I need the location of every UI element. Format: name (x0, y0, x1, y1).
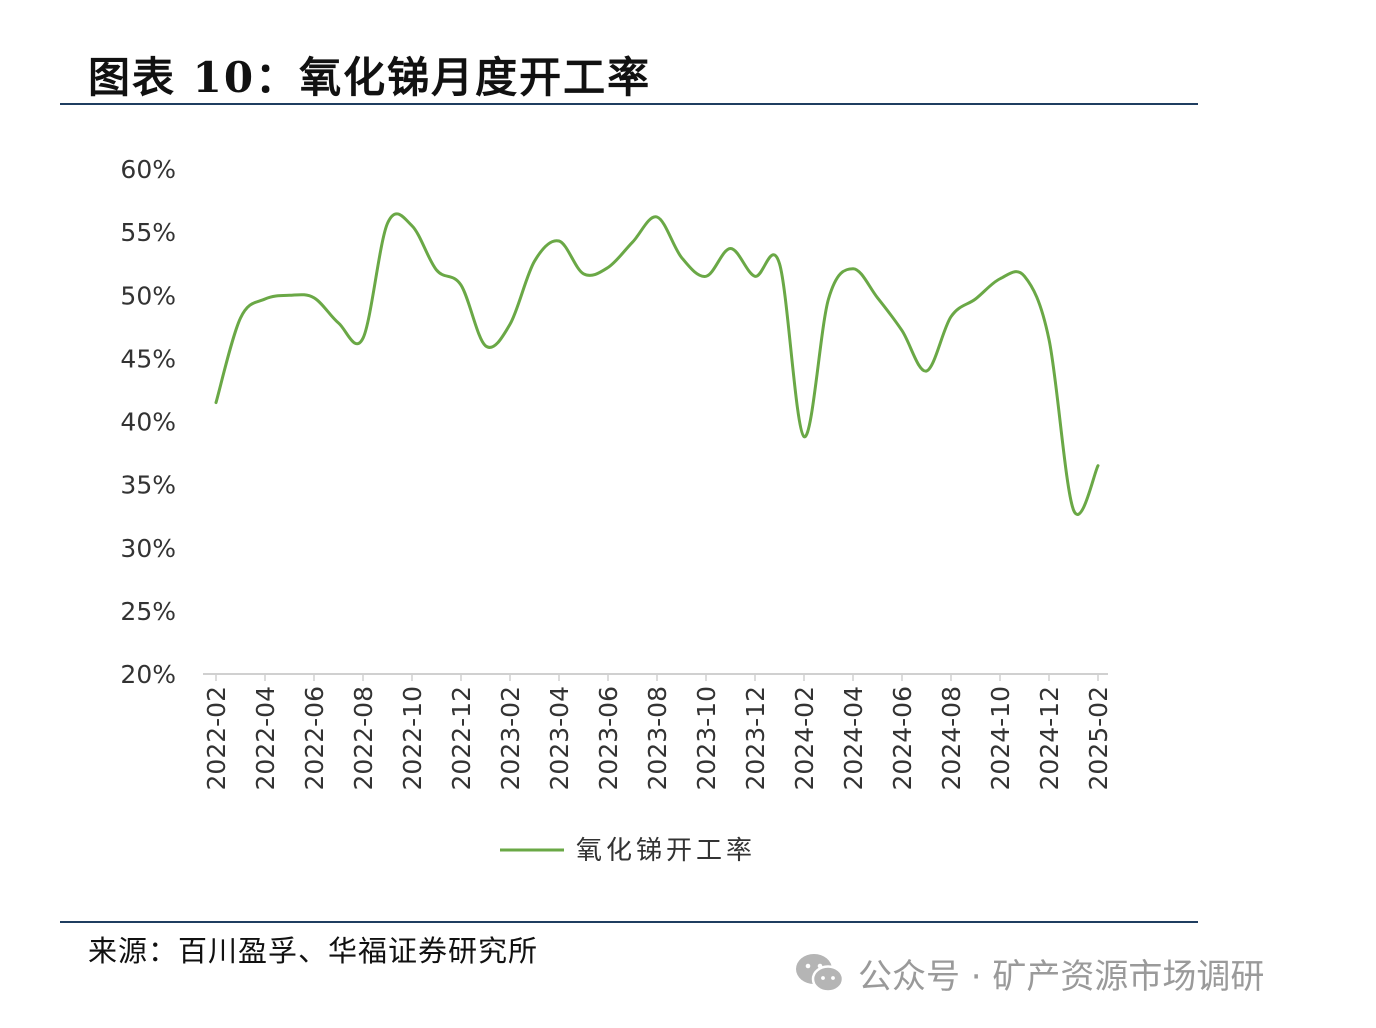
x-tick-label: 2024-10 (986, 686, 1015, 790)
legend-label: 氧化锑开工率 (576, 836, 756, 866)
x-tick-label: 2022-08 (349, 686, 378, 790)
y-tick-label: 25% (120, 597, 176, 626)
x-tick-label: 2023-02 (496, 686, 525, 790)
source-note: 来源：百川盈孚、华福证券研究所 (88, 934, 539, 968)
y-tick-label: 20% (120, 660, 176, 689)
y-tick-label: 60% (120, 155, 176, 184)
y-tick-label: 45% (120, 344, 176, 373)
watermark-text: 公众号 · 矿产资源市场调研 (858, 956, 1265, 997)
x-tick-label: 2024-04 (839, 686, 868, 790)
x-tick-label: 2024-02 (790, 686, 819, 790)
x-tick-label: 2022-12 (447, 686, 476, 790)
x-tick-label: 2023-08 (643, 686, 672, 790)
x-tick-label: 2024-08 (937, 686, 966, 790)
wechat-icon (796, 954, 845, 993)
x-tick-label: 2022-04 (251, 686, 280, 790)
x-tick-label: 2023-04 (545, 686, 574, 790)
x-tick-label: 2023-06 (594, 686, 623, 790)
x-tick-label: 2022-02 (202, 686, 231, 790)
y-tick-label: 35% (120, 471, 176, 500)
x-tick-label: 2023-10 (692, 686, 721, 790)
x-tick-label: 2024-06 (888, 686, 917, 790)
title-rule (60, 103, 1198, 105)
x-tick-label: 2022-06 (300, 686, 329, 790)
x-tick-label: 2023-12 (741, 686, 770, 790)
y-tick-label: 30% (120, 534, 176, 563)
y-tick-label: 55% (120, 218, 176, 247)
x-tick-label: 2024-12 (1035, 686, 1064, 790)
y-tick-label: 50% (120, 281, 176, 310)
source-rule (60, 921, 1198, 923)
y-tick-label: 40% (120, 408, 176, 437)
x-tick-label: 2022-10 (398, 686, 427, 790)
series-line (214, 212, 1100, 516)
x-tick-label: 2025-02 (1084, 686, 1113, 790)
chart-title: 图表 10：氧化锑月度开工率 (88, 53, 652, 102)
line-chart: 20% 25% 30% 35% 40% 45% 50% 55% 60% 2022-02 2022-0… (120, 155, 1113, 866)
watermark: 公众号 · 矿产资源市场调研 (794, 950, 1265, 997)
